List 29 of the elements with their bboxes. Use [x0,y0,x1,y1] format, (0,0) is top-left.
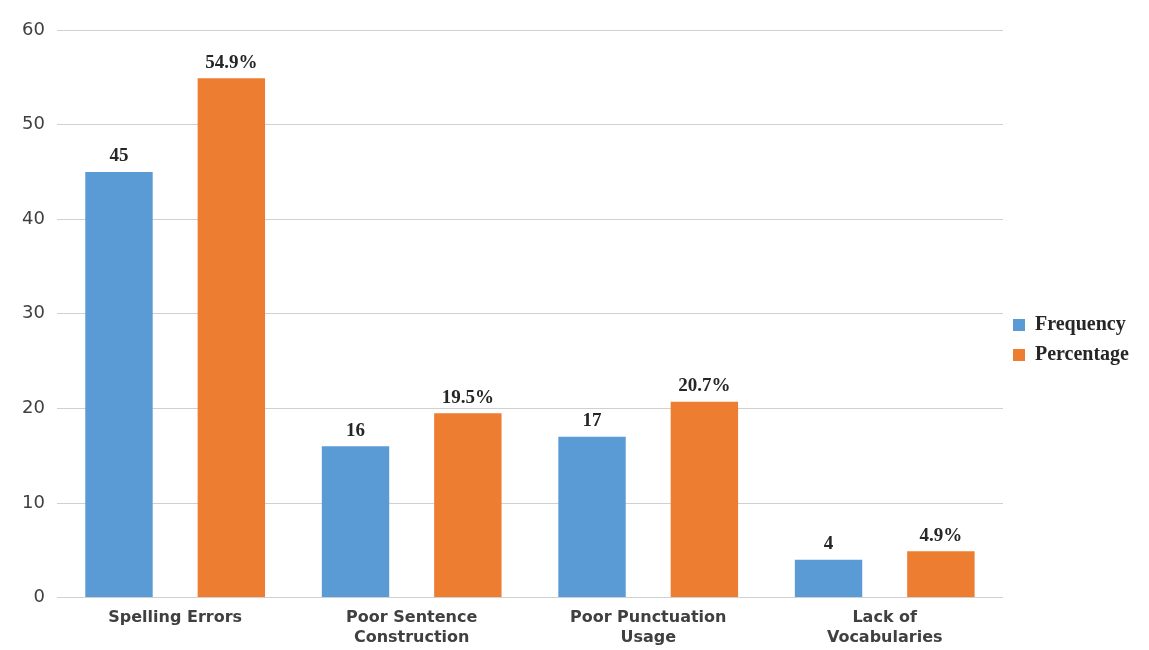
data-label: 54.9% [205,50,258,72]
x-tick-label: Spelling Errors [108,607,243,627]
y-tick-label: 20 [22,396,45,418]
data-label: 17 [582,409,603,431]
data-label: 20.7% [678,374,731,396]
x-tick-label: Poor Sentence Construction [346,607,478,646]
x-tick-label: Lack of Vocabularies [826,607,943,646]
y-tick-label: 30 [22,301,45,323]
data-label: 16 [346,418,366,440]
bar [197,78,266,598]
data-label: 19.5% [441,385,494,407]
bar [321,446,390,598]
legend-label: Frequency [1034,312,1126,336]
x-tick-label: Poor Punctuation Usage [569,607,727,646]
bar [794,559,863,598]
data-label: 4.9% [919,523,963,545]
bar [85,171,153,598]
bar [434,413,502,598]
data-label: 45 [109,144,129,166]
legend-label: Percentage [1034,342,1130,366]
bar [670,401,739,598]
y-tick-label: 0 [33,585,45,607]
y-tick-label: 40 [22,206,45,228]
data-label: 4 [823,532,834,554]
y-tick-label: 10 [22,490,45,512]
bar [907,551,975,598]
y-tick-label: 60 [22,17,45,39]
bar [558,436,626,598]
y-tick-label: 50 [22,112,45,134]
